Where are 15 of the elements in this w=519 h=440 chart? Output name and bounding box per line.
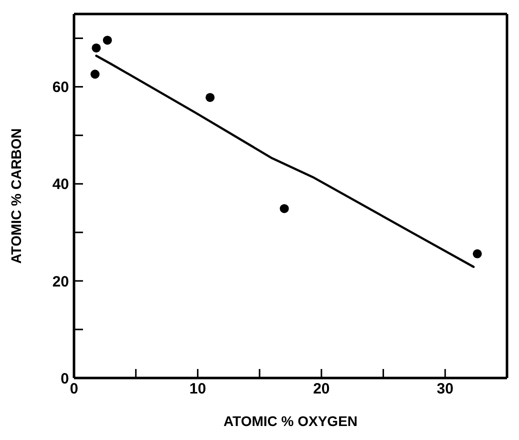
y-axis-title: ATOMIC % CARBON	[8, 128, 24, 264]
x-tick-label: 30	[436, 380, 454, 398]
point	[280, 204, 289, 214]
point	[90, 70, 100, 79]
point	[472, 249, 482, 258]
y-tick-label: 40	[52, 176, 69, 194]
point	[92, 43, 101, 52]
line-series	[95, 54, 475, 268]
y-tick-label: 20	[52, 273, 69, 290]
point	[206, 92, 215, 102]
x-tick-label: 10	[189, 380, 206, 398]
y-tick-label: 60	[52, 79, 69, 96]
x-axis-title: ATOMIC % OXYGEN	[223, 413, 358, 429]
x-tick-label: 20	[313, 380, 330, 398]
point	[102, 36, 112, 45]
